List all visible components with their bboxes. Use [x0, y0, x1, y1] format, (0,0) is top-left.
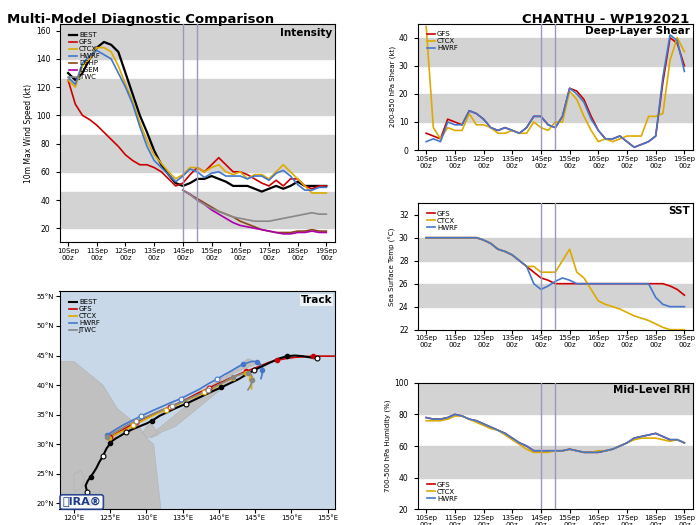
Bar — [60, 135, 335, 172]
Legend: BEST, GFS, CTCX, HWRF, DSHP, LGEM, JTWC: BEST, GFS, CTCX, HWRF, DSHP, LGEM, JTWC — [66, 29, 103, 83]
Legend: BEST, GFS, CTCX, HWRF, JTWC: BEST, GFS, CTCX, HWRF, JTWC — [66, 296, 103, 336]
Text: Intensity: Intensity — [280, 28, 332, 38]
Bar — [60, 79, 335, 116]
Text: ⒸIRA®: ⒸIRA® — [62, 497, 101, 507]
Text: Deep-Layer Shear: Deep-Layer Shear — [585, 26, 690, 36]
Polygon shape — [143, 424, 158, 438]
Bar — [418, 284, 693, 307]
Polygon shape — [60, 361, 161, 509]
Legend: GFS, CTCX, HWRF: GFS, CTCX, HWRF — [424, 208, 461, 234]
Text: SST: SST — [668, 206, 690, 216]
Legend: GFS, CTCX, HWRF: GFS, CTCX, HWRF — [424, 28, 461, 54]
Legend: GFS, CTCX, HWRF: GFS, CTCX, HWRF — [424, 479, 461, 505]
Bar — [418, 94, 693, 122]
Y-axis label: 10m Max Wind Speed (kt): 10m Max Wind Speed (kt) — [25, 83, 33, 183]
Text: Mid-Level RH: Mid-Level RH — [613, 385, 690, 395]
Text: Multi-Model Diagnostic Comparison: Multi-Model Diagnostic Comparison — [7, 13, 274, 26]
Bar — [418, 446, 693, 478]
Bar — [418, 38, 693, 66]
Polygon shape — [74, 471, 85, 491]
Bar — [60, 22, 335, 59]
Y-axis label: 200-850 hPa Shear (kt): 200-850 hPa Shear (kt) — [389, 46, 396, 128]
Y-axis label: 700-500 hPa Humidity (%): 700-500 hPa Humidity (%) — [385, 400, 391, 492]
Polygon shape — [226, 359, 255, 379]
Y-axis label: Sea Surface Temp (°C): Sea Surface Temp (°C) — [389, 227, 396, 306]
Bar — [418, 383, 693, 414]
Text: Track: Track — [300, 295, 332, 305]
Text: CHANTHU - WP192021: CHANTHU - WP192021 — [522, 13, 690, 26]
Bar — [60, 192, 335, 228]
Bar — [418, 238, 693, 261]
Polygon shape — [150, 376, 234, 438]
